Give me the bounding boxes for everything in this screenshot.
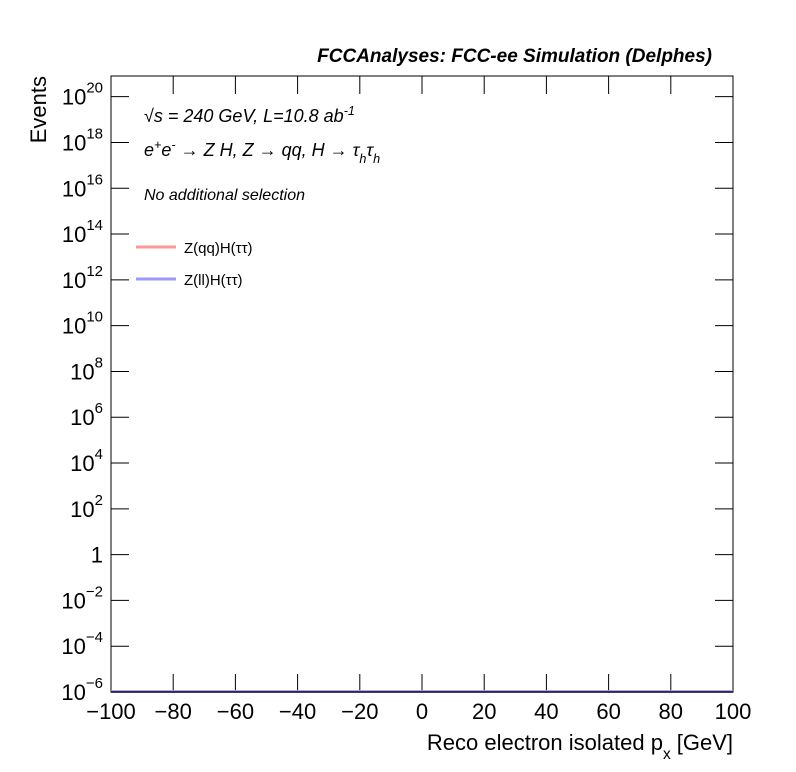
x-tick-label: −100: [86, 699, 136, 724]
y-tick-base: 10: [61, 588, 85, 613]
y-tick-base: 10: [62, 85, 86, 110]
y-tick-base: 10: [70, 497, 94, 522]
annotation-part: h: [359, 152, 366, 166]
x-tick-label: −20: [341, 699, 378, 724]
x-axis-title-part: [GeV]: [671, 730, 733, 755]
y-tick-label: 1018: [62, 125, 103, 155]
annotation-part: e: [161, 140, 171, 160]
y-tick-base: 10: [61, 634, 85, 659]
y-tick-label: 10−2: [61, 583, 103, 613]
annotation-part: h: [373, 152, 380, 166]
y-tick-base: 10: [70, 405, 94, 430]
y-tick-base: 1: [91, 543, 103, 568]
y-tick-exponent: 6: [95, 400, 103, 417]
y-tick-exponent: 10: [86, 309, 103, 326]
y-tick-base: 10: [62, 268, 86, 293]
x-tick-label: 80: [659, 699, 683, 724]
annotation-part: → Z H, Z → qq, H → τ: [176, 140, 361, 160]
y-tick-label: 1: [91, 543, 103, 568]
annotation: √s = 240 GeV, L=10.8 ab-1: [144, 104, 355, 126]
y-tick-label: 1010: [62, 309, 103, 339]
x-axis-title-part: x: [663, 746, 671, 763]
y-tick-base: 10: [62, 314, 86, 339]
y-tick-base: 10: [62, 222, 86, 247]
annotation-part: +: [154, 138, 161, 152]
y-tick-exponent: 2: [95, 492, 103, 509]
y-tick-base: 10: [70, 359, 94, 384]
y-tick-label: 10−6: [61, 675, 103, 705]
legend-label: Z(ll)H(ττ): [184, 272, 243, 289]
x-tick-label: 100: [715, 699, 752, 724]
y-tick-label: 106: [70, 400, 103, 430]
annotation-part: e: [144, 140, 154, 160]
x-tick-label: 40: [534, 699, 558, 724]
y-tick-label: 1016: [62, 171, 103, 201]
y-tick-base: 10: [70, 451, 94, 476]
annotation-part: τ: [366, 140, 374, 160]
x-tick-label: 60: [596, 699, 620, 724]
annotation: No additional selection: [144, 187, 305, 204]
annotation-part: No additional selection: [144, 187, 305, 204]
y-tick-label: 1014: [62, 217, 103, 247]
x-axis-title-part: Reco electron isolated p: [427, 730, 663, 755]
y-tick-label: 108: [70, 354, 103, 384]
y-tick-label: 104: [70, 446, 103, 476]
y-tick-exponent: 14: [86, 217, 103, 234]
annotation: e+e- → Z H, Z → qq, H → τhτh: [144, 138, 380, 166]
y-tick-label: 1012: [62, 263, 103, 293]
x-tick-label: −60: [217, 699, 254, 724]
y-tick-base: 10: [62, 176, 86, 201]
y-tick-exponent: 4: [95, 446, 103, 463]
x-tick-label: 20: [472, 699, 496, 724]
y-tick-exponent: 20: [86, 80, 103, 97]
annotation-part: -: [171, 138, 175, 152]
y-tick-exponent: 18: [86, 125, 103, 142]
y-tick-label: 102: [70, 492, 103, 522]
y-tick-base: 10: [62, 130, 86, 155]
x-tick-label: 0: [416, 699, 428, 724]
annotation-part: -1: [344, 104, 355, 118]
y-tick-exponent: −6: [86, 675, 103, 692]
legend-label: Z(qq)H(ττ): [184, 240, 253, 257]
y-tick-label: 1020: [62, 80, 103, 110]
x-axis-title: Reco electron isolated px [GeV]: [427, 730, 733, 763]
y-tick-label: 10−4: [61, 629, 103, 659]
x-tick-label: −40: [279, 699, 316, 724]
y-tick-exponent: −4: [86, 629, 103, 646]
y-tick-exponent: 8: [95, 354, 103, 371]
annotation-part: √s = 240 GeV, L=10.8 ab: [144, 106, 344, 126]
x-tick-label: −80: [155, 699, 192, 724]
y-tick-exponent: 16: [86, 171, 103, 188]
y-tick-exponent: −2: [86, 583, 103, 600]
y-tick-exponent: 12: [86, 263, 103, 280]
y-axis-title: Events: [26, 76, 51, 143]
chart-title: FCCAnalyses: FCC-ee Simulation (Delphes): [317, 46, 712, 67]
y-tick-base: 10: [61, 680, 85, 705]
